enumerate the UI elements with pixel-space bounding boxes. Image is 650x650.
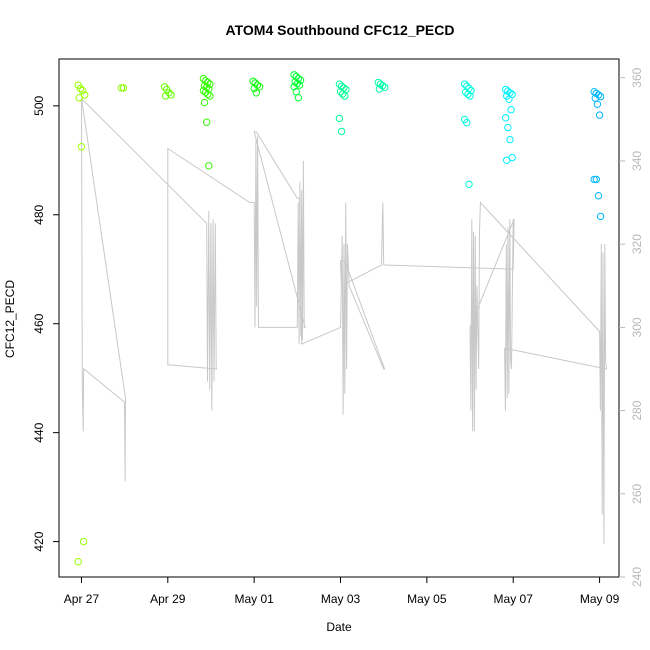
data-point xyxy=(167,91,175,99)
y-axis: 420 440 460 480 500 xyxy=(32,95,60,552)
point-layer xyxy=(74,71,605,566)
data-point xyxy=(462,88,470,96)
data-point xyxy=(337,127,346,136)
data-point xyxy=(290,83,298,91)
right-y-axis: 240 260 280 300 320 340 360 xyxy=(619,67,644,587)
right-y-tick-label: 360 xyxy=(630,67,644,87)
x-tick-label: Apr 29 xyxy=(150,592,186,606)
data-point xyxy=(200,98,209,107)
data-point xyxy=(464,90,472,99)
x-tick-label: May 09 xyxy=(580,592,620,606)
data-point xyxy=(336,88,345,96)
right-y-tick-label: 320 xyxy=(630,234,644,254)
data-point xyxy=(205,162,213,170)
data-point xyxy=(503,156,511,165)
x-tick-label: May 05 xyxy=(407,592,447,606)
y-axis-label: CFC12_PECD xyxy=(3,280,17,358)
data-point xyxy=(206,92,214,100)
data-point xyxy=(76,84,85,93)
line-layer xyxy=(80,97,608,544)
data-point xyxy=(375,85,384,93)
data-point xyxy=(290,71,298,79)
data-point xyxy=(507,106,515,114)
data-point xyxy=(249,77,257,86)
y-tick-label: 460 xyxy=(32,313,46,333)
data-point xyxy=(255,83,264,91)
data-point xyxy=(294,94,303,102)
data-point xyxy=(335,80,344,88)
data-point xyxy=(251,79,259,87)
data-point xyxy=(381,83,389,92)
right-y-tick-label: 300 xyxy=(630,317,644,337)
x-tick-label: May 07 xyxy=(494,592,534,606)
data-point xyxy=(594,192,603,200)
data-point xyxy=(593,100,602,108)
data-point xyxy=(78,86,87,95)
right-y-tick-label: 260 xyxy=(630,483,644,503)
data-point xyxy=(204,90,212,99)
series-line xyxy=(80,97,608,544)
data-point xyxy=(502,85,510,94)
data-point xyxy=(596,92,605,101)
data-point xyxy=(341,92,349,100)
data-point xyxy=(595,111,604,119)
data-point xyxy=(250,84,258,93)
data-point xyxy=(339,90,347,98)
y-tick-label: 500 xyxy=(32,95,46,115)
data-point xyxy=(161,92,170,100)
data-point xyxy=(295,81,304,89)
chart-title: ATOM4 Southbound CFC12_PECD xyxy=(226,22,455,38)
data-point xyxy=(592,175,600,184)
data-point xyxy=(506,135,514,144)
data-point xyxy=(79,537,88,546)
data-point xyxy=(596,212,605,221)
data-point xyxy=(463,119,471,127)
data-point xyxy=(119,84,128,92)
data-point xyxy=(465,180,473,189)
data-point xyxy=(466,92,474,100)
data-point xyxy=(75,94,84,102)
x-axis: Apr 27 Apr 29 May 01 May 03 May 05 May 07 May … xyxy=(64,576,620,606)
x-tick-label: Apr 27 xyxy=(64,592,100,606)
data-point xyxy=(117,84,126,92)
data-point xyxy=(335,114,344,123)
data-point xyxy=(504,123,512,132)
data-point xyxy=(203,118,211,126)
data-point xyxy=(460,80,469,88)
y-tick-label: 440 xyxy=(32,422,46,442)
data-point xyxy=(292,72,300,81)
data-point xyxy=(199,74,208,83)
right-y-tick-label: 280 xyxy=(630,400,644,420)
right-y-tick-label: 240 xyxy=(630,567,644,587)
data-point xyxy=(201,88,210,96)
data-point xyxy=(199,86,208,95)
data-point xyxy=(74,558,82,566)
data-point xyxy=(590,88,598,96)
x-tick-label: May 01 xyxy=(234,592,274,606)
y-tick-label: 420 xyxy=(32,531,46,551)
data-point xyxy=(502,114,510,122)
x-tick-label: May 03 xyxy=(321,592,361,606)
data-point xyxy=(505,95,513,104)
plot-frame xyxy=(58,58,620,578)
x-axis-label: Date xyxy=(326,620,352,634)
right-y-tick-label: 340 xyxy=(630,151,644,171)
data-point xyxy=(252,89,260,97)
data-point xyxy=(77,143,86,151)
data-point xyxy=(590,175,598,184)
y-tick-label: 480 xyxy=(32,204,46,224)
